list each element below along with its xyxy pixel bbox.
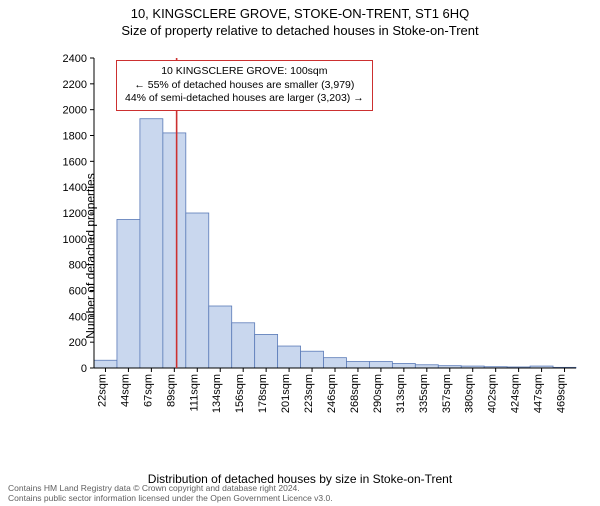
annotation-line3: 44% of semi-detached houses are larger (… — [125, 92, 364, 106]
svg-text:134sqm: 134sqm — [211, 374, 223, 413]
svg-text:223sqm: 223sqm — [303, 374, 315, 413]
svg-text:402sqm: 402sqm — [487, 374, 499, 413]
svg-text:268sqm: 268sqm — [349, 374, 361, 413]
chart-area: 0 200 400 600 800 1000 1200 1400 1600 1800 2000 220… — [60, 54, 580, 424]
svg-text:1000: 1000 — [63, 234, 87, 246]
svg-text:380sqm: 380sqm — [464, 374, 476, 413]
svg-text:89sqm: 89sqm — [165, 374, 177, 407]
svg-text:1200: 1200 — [63, 208, 87, 220]
svg-text:67sqm: 67sqm — [142, 374, 154, 407]
svg-text:1600: 1600 — [63, 156, 87, 168]
annotation-box: 10 KINGSCLERE GROVE: 100sqm ← 55% of det… — [116, 60, 373, 111]
svg-text:2400: 2400 — [63, 54, 87, 65]
svg-text:400: 400 — [69, 311, 87, 323]
svg-text:1800: 1800 — [63, 131, 87, 143]
svg-text:424sqm: 424sqm — [510, 374, 522, 413]
svg-text:447sqm: 447sqm — [533, 374, 545, 413]
svg-text:156sqm: 156sqm — [234, 374, 246, 413]
svg-text:201sqm: 201sqm — [280, 374, 292, 413]
title-sub: Size of property relative to detached ho… — [0, 23, 600, 38]
svg-text:111sqm: 111sqm — [188, 374, 200, 412]
svg-text:22sqm: 22sqm — [96, 374, 108, 407]
svg-text:178sqm: 178sqm — [257, 374, 269, 413]
svg-text:2000: 2000 — [63, 105, 87, 117]
annotation-line1: 10 KINGSCLERE GROVE: 100sqm — [125, 65, 364, 79]
title-main: 10, KINGSCLERE GROVE, STOKE-ON-TRENT, ST… — [0, 6, 600, 21]
svg-text:200: 200 — [69, 337, 87, 349]
svg-text:600: 600 — [69, 286, 87, 298]
svg-text:357sqm: 357sqm — [441, 374, 453, 413]
svg-text:2200: 2200 — [63, 79, 87, 91]
svg-text:44sqm: 44sqm — [119, 374, 131, 407]
svg-text:1400: 1400 — [63, 182, 87, 194]
svg-text:246sqm: 246sqm — [326, 374, 338, 413]
svg-text:290sqm: 290sqm — [372, 374, 384, 413]
svg-text:0: 0 — [81, 363, 87, 375]
annotation-line2: ← 55% of detached houses are smaller (3,… — [125, 79, 364, 93]
svg-text:335sqm: 335sqm — [418, 374, 430, 413]
svg-text:313sqm: 313sqm — [395, 374, 407, 413]
footer-line2: Contains public sector information licen… — [8, 494, 333, 504]
svg-text:469sqm: 469sqm — [556, 374, 568, 413]
svg-text:800: 800 — [69, 260, 87, 272]
footer-attribution: Contains HM Land Registry data © Crown c… — [8, 484, 333, 504]
